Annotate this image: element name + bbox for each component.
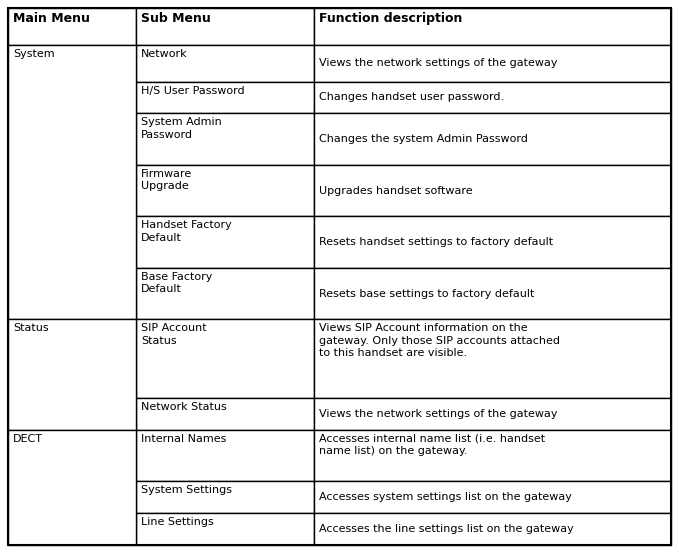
Text: Views the network settings of the gateway: Views the network settings of the gatewa…	[318, 58, 557, 68]
Bar	[314, 268, 671, 320]
Text: Views the network settings of the gateway: Views the network settings of the gatewa…	[318, 409, 557, 419]
Text: H/S User Password: H/S User Password	[141, 86, 244, 96]
Text: Upgrades handset software: Upgrades handset software	[318, 186, 473, 196]
Text: System Admin
Password: System Admin Password	[141, 117, 222, 140]
Text: Base Factory
Default: Base Factory Default	[141, 272, 213, 294]
Text: Firmware
Upgrade: Firmware Upgrade	[141, 169, 192, 191]
Bar	[136, 113, 314, 165]
Bar	[136, 320, 314, 398]
Text: Main Menu: Main Menu	[13, 12, 90, 25]
Bar	[314, 430, 671, 481]
Bar	[136, 481, 314, 513]
Text: Changes the system Admin Password: Changes the system Admin Password	[318, 134, 528, 144]
Text: Resets handset settings to factory default: Resets handset settings to factory defau…	[318, 237, 553, 247]
Bar	[314, 113, 671, 165]
Bar	[136, 45, 314, 81]
Bar	[8, 8, 136, 45]
Bar	[136, 430, 314, 481]
Bar	[314, 8, 671, 45]
Text: Changes handset user password.: Changes handset user password.	[318, 92, 504, 102]
Bar	[314, 320, 671, 398]
Bar	[314, 481, 671, 513]
Bar	[136, 513, 314, 545]
Bar	[136, 165, 314, 216]
Text: Sub Menu: Sub Menu	[141, 12, 210, 25]
Text: Accesses the line settings list on the gateway: Accesses the line settings list on the g…	[318, 524, 573, 534]
Text: Resets base settings to factory default: Resets base settings to factory default	[318, 289, 534, 299]
Text: Accesses system settings list on the gateway: Accesses system settings list on the gat…	[318, 492, 572, 502]
Text: Network: Network	[141, 49, 187, 59]
Text: System Settings: System Settings	[141, 485, 232, 495]
Text: Accesses internal name list (i.e. handset
name list) on the gateway.: Accesses internal name list (i.e. handse…	[318, 434, 545, 456]
Bar	[314, 81, 671, 113]
Text: Views SIP Account information on the
gateway. Only those SIP accounts attached
t: Views SIP Account information on the gat…	[318, 324, 559, 358]
Text: Handset Factory
Default: Handset Factory Default	[141, 221, 232, 243]
Bar	[314, 216, 671, 268]
Text: Function description: Function description	[318, 12, 462, 25]
Bar	[136, 268, 314, 320]
Bar	[136, 398, 314, 430]
Text: System: System	[13, 49, 54, 59]
Bar	[314, 513, 671, 545]
Text: Status: Status	[13, 324, 49, 333]
Bar	[314, 165, 671, 216]
Text: SIP Account
Status: SIP Account Status	[141, 324, 206, 346]
Bar	[136, 8, 314, 45]
Text: Network Status: Network Status	[141, 402, 227, 412]
Bar	[314, 398, 671, 430]
Bar	[314, 45, 671, 81]
Text: DECT: DECT	[13, 434, 43, 444]
Bar	[8, 45, 136, 320]
Bar	[136, 81, 314, 113]
Bar	[8, 430, 136, 545]
Text: Line Settings: Line Settings	[141, 517, 214, 527]
Bar	[136, 216, 314, 268]
Bar	[8, 320, 136, 430]
Text: Internal Names: Internal Names	[141, 434, 226, 444]
